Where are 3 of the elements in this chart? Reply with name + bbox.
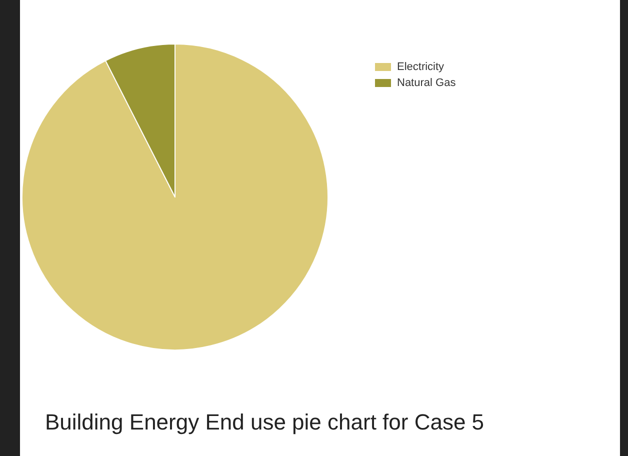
legend-label: Electricity bbox=[397, 61, 445, 73]
text: Building Energy End use pie chart for Case 5 bbox=[45, 410, 484, 434]
legend-label: Natural Gas bbox=[397, 77, 456, 89]
